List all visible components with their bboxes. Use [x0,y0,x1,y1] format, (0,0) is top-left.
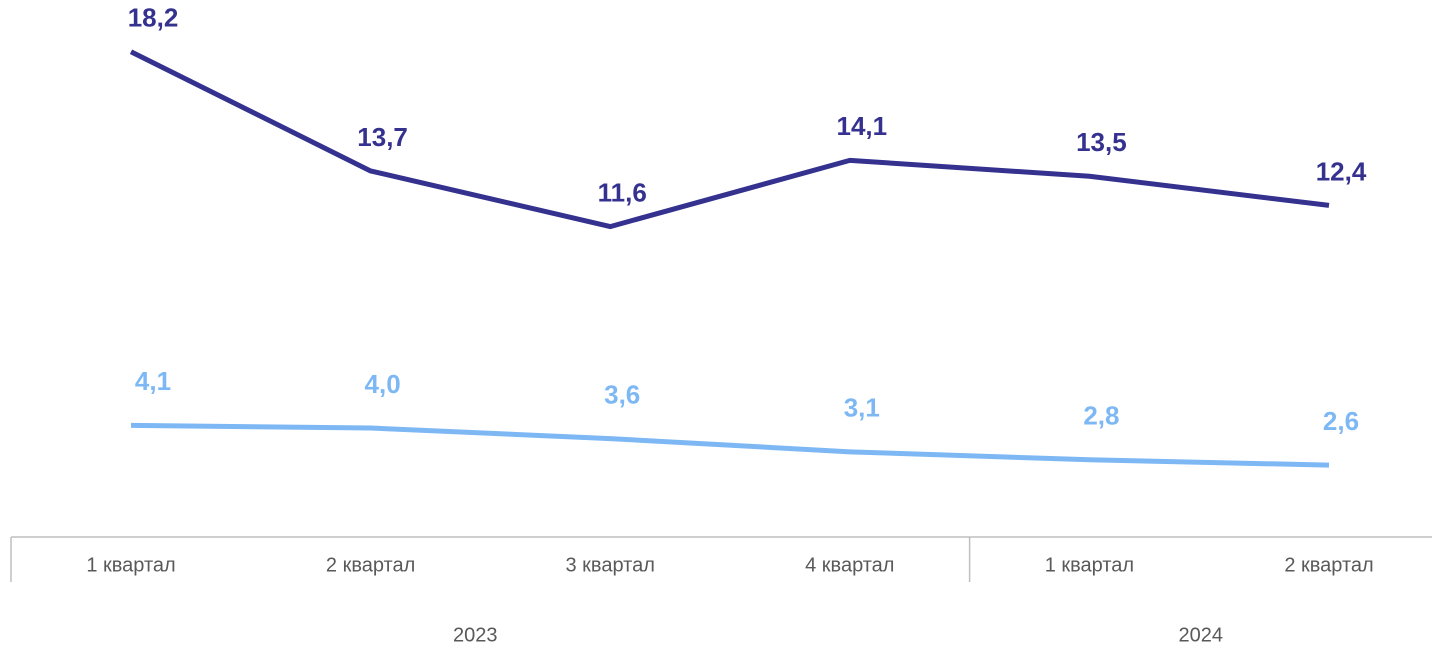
data-label: 4,0 [365,369,401,399]
data-label: 2,6 [1323,406,1359,436]
data-label: 13,7 [357,122,408,152]
group-label: 2023 [453,624,498,646]
x-tick-label: 1 квартал [86,554,175,576]
x-tick-label: 2 квартал [1284,554,1373,576]
data-label: 12,4 [1316,156,1367,186]
data-label: 3,1 [844,393,880,423]
data-label: 4,1 [135,366,171,396]
x-tick-label: 4 квартал [805,554,894,576]
x-tick-label: 2 квартал [326,554,415,576]
data-label: 11,6 [598,177,647,207]
series-line [130,422,1330,468]
data-label: 13,5 [1076,127,1127,157]
data-label: 3,6 [604,379,640,409]
series-line [129,49,1330,230]
data-label: 2,8 [1083,401,1119,431]
data-label: 14,1 [836,111,887,141]
x-tick-label: 3 квартал [566,554,655,576]
x-tick-label: 1 квартал [1045,554,1134,576]
group-label: 2024 [1179,624,1224,646]
data-label: 18,2 [128,3,179,33]
